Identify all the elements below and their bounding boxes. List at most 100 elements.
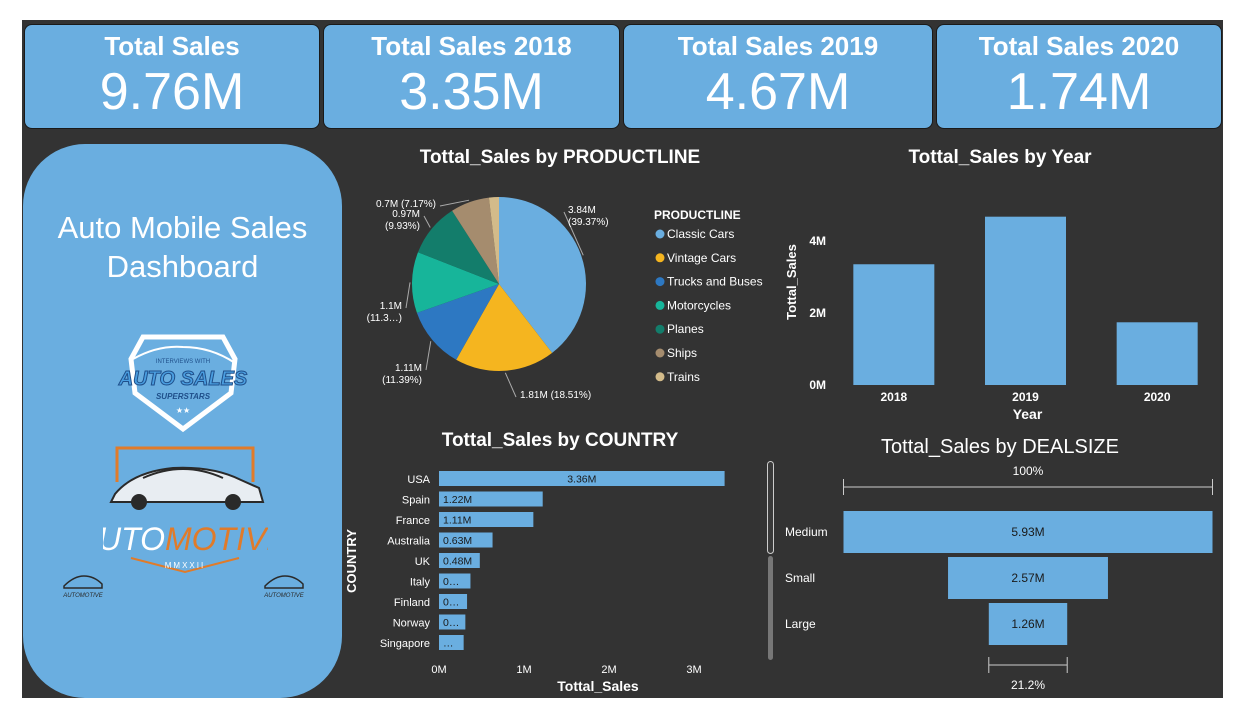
country-chart-title: Tottal_Sales by COUNTRY [441,430,679,451]
year-bar-2020 [1116,322,1198,385]
legend-item: Classic Cars [667,227,734,241]
productline-pie-chart: 3.84M (39.37%) 1.81M (18.51%) 1.11M (11.39%)… [367,197,763,401]
year-bar-2018 [853,264,935,385]
country-data-label: 0.48M [443,556,472,568]
small-logo-text: AUTOMOTIVE [62,593,104,599]
pie-data-label: 0.97M (9.93%) [385,209,420,232]
funnel-bottom-label: 21.2% [1011,678,1045,692]
country-data-label: 0… [443,617,459,629]
year-y-tick: 0M [809,378,826,392]
logo-line3: SUPERSTARS [156,392,211,401]
country-bar-france [439,512,534,527]
logo-main-sub: MMXXII [165,561,205,570]
logo-line2: AUTO SALES [118,368,248,390]
funnel-bar-large [988,603,1068,645]
funnel-data-label: 2.57M [1011,571,1044,585]
country-chart-scrollbar-thumb[interactable] [767,461,774,554]
kpi-card-total-sales[interactable]: Total Sales 9.76M [24,24,320,129]
country-bar-spain [439,491,543,507]
year-tick-label: 2020 [1144,390,1171,404]
pie-slice-trains [488,197,499,284]
country-data-label: 1.11M [443,515,471,527]
legend-marker [655,348,665,358]
dealsize-chart-title: Tottal_Sales by DEALSIZE [881,436,1119,458]
kpi-value: 1.74M [1006,63,1152,121]
dealsize-funnel-chart: 100% 5.93M Medium 2.57M Small 1.26M Large 21.2% [785,464,1213,692]
country-x-tick: 1M [516,664,531,676]
year-bar-2019 [985,216,1066,385]
legend-item: Trains [667,370,700,384]
country-tick-label: Finland [394,597,430,609]
country-tick-label: Spain [402,495,430,507]
productline-chart-title: Tottal_Sales by PRODUCTLINE [419,147,701,168]
legend-item: Trucks and Buses [667,275,763,289]
year-tick-label: 2018 [880,390,907,404]
pie-slice-classic-cars [499,197,586,353]
pie-leader-line [563,211,584,256]
pie-slice-trucks-and-buses [416,284,499,360]
legend-marker [655,253,665,263]
year-tick-label: 2019 [1012,390,1039,404]
legend-item: Planes [667,322,704,336]
country-bar-norway [439,614,466,630]
legend-item: Vintage Cars [667,251,736,265]
kpi-value: 4.67M [705,63,851,121]
year-y-tick: 4M [809,234,826,248]
country-x-tick: 2M [601,664,616,676]
country-tick-label: France [396,515,430,527]
country-data-label: 0… [443,597,459,609]
kpi-card-total-sales-2020[interactable]: Total Sales 2020 1.74M [936,24,1222,129]
year-y-axis-title: Tottal_Sales [784,244,799,320]
funnel-category-label: Small [785,571,815,585]
small-logo-text: AUTOMOTIVE [263,593,305,599]
dashboard-title: Auto Mobile Sales Dashboard [57,210,308,284]
pie-data-label: 0.7M (7.17%) [376,199,436,210]
legend-marker [655,229,665,239]
country-bar-australia [439,532,493,548]
legend-marker [655,324,665,334]
pie-slice-vintage-cars [456,284,553,371]
kpi-title: Total Sales 2019 [677,31,879,61]
country-x-tick: 3M [686,664,701,676]
funnel-top-label: 100% [1013,464,1044,478]
legend-marker [655,372,665,382]
kpi-card-total-sales-2019[interactable]: Total Sales 2019 4.67M [623,24,933,129]
pie-data-label: 1.81M (18.51%) [520,390,591,401]
country-tick-label: Australia [387,536,431,548]
country-tick-label: Italy [410,577,431,589]
auto-sales-superstars-logo: INTERVIEWS WITH AUTO SALES SUPERSTARS ★★ [117,334,248,433]
country-bar-singapore [439,635,464,650]
country-chart-scrollbar-track[interactable] [768,556,773,660]
country-tick-label: Singapore [380,638,430,650]
kpi-card-total-sales-2018[interactable]: Total Sales 2018 3.35M [323,24,620,129]
legend-marker [655,277,665,287]
automotive-logo: AUTO MOTIVE MMXXII [103,446,268,574]
pie-data-label: 3.84M (39.37%) [568,205,609,228]
country-data-label: 1.22M [443,494,472,506]
country-x-tick: 0M [431,664,446,676]
funnel-data-label: 5.93M [1011,525,1044,539]
pie-data-label: 1.1M (11.3…) [367,301,402,324]
year-chart-title: Tottal_Sales by Year [908,147,1092,168]
year-y-tick: 2M [809,306,826,320]
country-data-label: 0.63M [443,535,472,547]
pie-data-label: 1.11M (11.39%) [382,363,422,386]
kpi-title: Total Sales [104,31,240,61]
pie-leader-line [405,282,411,309]
pie-slice-planes [418,210,499,284]
country-y-axis-title: COUNTRY [344,529,359,593]
country-tick-label: Norway [393,618,431,630]
kpi-title: Total Sales 2018 [371,31,572,61]
funnel-data-label: 1.26M [1011,617,1044,631]
country-tick-label: UK [415,556,431,568]
funnel-category-label: Medium [785,525,828,539]
pie-leader-line [439,199,470,207]
small-automotive-logo-left: AUTOMOTIVE [62,575,104,599]
country-bar-uk [439,553,480,568]
country-bar-italy [439,573,471,589]
country-x-axis-title: Tottal_Sales [557,678,639,694]
pie-leader-line [425,341,432,371]
pie-slice-ships [452,197,499,284]
country-bar-chart: USA 3.36M Spain 1.22M France 1.11M Australia 0.… [344,471,725,694]
year-bar-chart: 2018 2019 2020 0M 2M 4M Year Tottal_Sales [784,216,1198,422]
